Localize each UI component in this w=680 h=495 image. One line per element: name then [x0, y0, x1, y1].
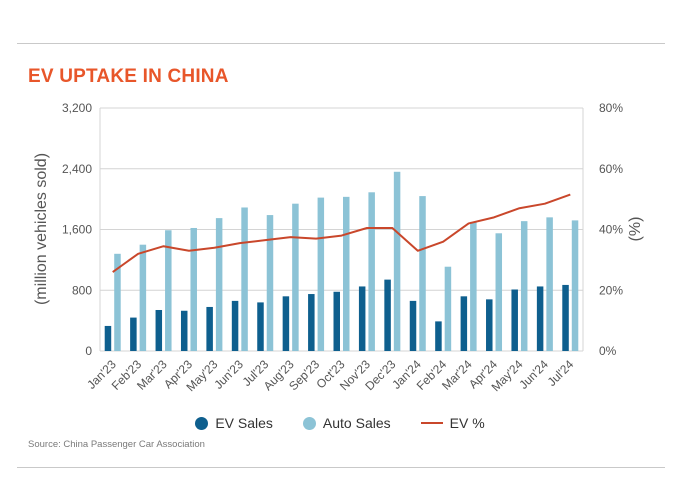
bar-auto-sales [190, 227, 197, 351]
bar-auto-sales [419, 196, 426, 351]
y-tick-label: 1,600 [62, 223, 92, 237]
bar-auto-sales [343, 196, 350, 351]
gridlines [99, 107, 584, 352]
bar-ev-sales [536, 286, 544, 351]
y2-tick-label: 40% [599, 223, 623, 237]
bar-auto-sales [520, 221, 528, 351]
legend-swatch-auto-sales [302, 416, 316, 430]
bar-ev-sales [308, 294, 315, 351]
bar-auto-sales [571, 220, 579, 351]
legend-label-ev-sales: EV Sales [215, 415, 273, 431]
legend-label-ev-percent: EV % [449, 415, 485, 431]
chart-title: EV UPTAKE IN CHINA [28, 66, 229, 87]
ev-percent-line-group [112, 193, 571, 273]
ev-percent-line [112, 193, 571, 273]
bar-ev-sales [130, 317, 137, 351]
x-tick-label: Jul'24 [545, 357, 577, 389]
y-tick-label: 3,200 [62, 101, 92, 115]
bar-auto-sales [165, 230, 172, 351]
bar-ev-sales [435, 321, 442, 351]
bar-ev-sales [257, 302, 264, 351]
bar-auto-sales [470, 221, 477, 351]
bar-auto-sales [317, 197, 325, 351]
bar-ev-sales [511, 289, 518, 351]
legend: EV Sales Auto Sales EV % [0, 415, 680, 431]
legend-item-ev-sales: EV Sales [195, 415, 273, 431]
source-note: Source: China Passenger Car Association [28, 439, 205, 450]
bar-ev-sales [384, 279, 391, 351]
top-rule [17, 43, 665, 44]
bar-auto-sales [114, 253, 121, 351]
y2-tick-label: 0% [599, 344, 617, 358]
bar-ev-sales [409, 300, 417, 351]
y2-axis-label: (%) [627, 217, 644, 242]
bar-ev-sales [282, 296, 290, 351]
y-axis-label: (million vehicles sold) [33, 153, 50, 305]
bottom-rule [17, 467, 665, 468]
bar-auto-sales [292, 203, 299, 351]
x-tick-label: Jun'24 [516, 357, 551, 392]
bar-ev-sales [180, 310, 188, 351]
legend-swatch-ev-sales [195, 416, 209, 430]
bar-auto-sales [546, 217, 553, 351]
bar-ev-sales [460, 296, 468, 351]
legend-swatch-ev-percent [420, 422, 443, 424]
y2-tick-label: 20% [599, 283, 623, 297]
bar-ev-sales [562, 284, 569, 351]
x-tick-label: Jun'23 [211, 357, 246, 392]
bars [104, 171, 579, 351]
y-tick-label: 2,400 [62, 162, 92, 176]
y2-tick-label: 80% [599, 101, 623, 115]
bar-ev-sales [104, 325, 112, 351]
legend-item-ev-percent: EV % [420, 415, 485, 431]
bar-ev-sales [486, 299, 493, 351]
bar-ev-sales [333, 291, 340, 351]
bar-auto-sales [495, 233, 503, 351]
bar-auto-sales [368, 192, 375, 351]
bar-auto-sales [215, 218, 223, 351]
bar-auto-sales [241, 207, 248, 351]
bar-ev-sales [231, 300, 239, 351]
bar-auto-sales [444, 266, 452, 351]
y2-tick-label: 60% [599, 162, 623, 176]
y-tick-label: 0 [85, 344, 92, 358]
legend-label-auto-sales: Auto Sales [322, 415, 391, 431]
bar-ev-sales [206, 306, 213, 351]
bar-ev-sales [358, 286, 366, 351]
bar-auto-sales [266, 215, 274, 351]
bar-auto-sales [393, 171, 401, 351]
legend-item-auto-sales: Auto Sales [302, 415, 391, 431]
bar-ev-sales [155, 309, 163, 351]
bar-auto-sales [139, 244, 147, 351]
y-tick-label: 800 [72, 283, 92, 297]
